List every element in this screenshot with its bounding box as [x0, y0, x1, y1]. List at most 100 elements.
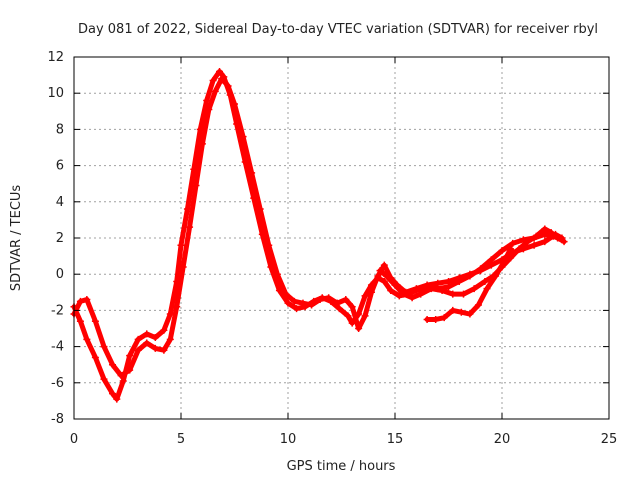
- data-point-marker: [91, 317, 99, 325]
- data-point-marker: [470, 285, 478, 293]
- data-point-marker: [382, 272, 390, 280]
- data-point-marker: [299, 299, 307, 307]
- y-tick-label: 0: [56, 267, 64, 282]
- data-point-marker: [179, 263, 187, 271]
- data-point-marker: [457, 308, 465, 316]
- data-point-marker: [248, 169, 256, 177]
- data-point-marker: [231, 100, 238, 108]
- data-point-marker: [515, 245, 523, 253]
- series-trace-3: [376, 225, 568, 302]
- data-point-marker: [113, 395, 121, 403]
- data-point-marker: [126, 366, 134, 374]
- data-point-marker: [293, 305, 301, 313]
- x-tick-label: 25: [601, 432, 618, 447]
- data-point-marker: [76, 317, 84, 325]
- x-tick-label: 0: [70, 432, 78, 447]
- data-point-marker: [308, 301, 316, 309]
- data-point-marker: [459, 290, 467, 298]
- y-tick-label: 6: [56, 159, 64, 174]
- data-point-marker: [507, 245, 515, 253]
- data-point-marker: [160, 346, 168, 354]
- data-point-marker: [391, 281, 399, 289]
- x-tick-label: 10: [280, 432, 297, 447]
- data-point-marker: [445, 277, 452, 285]
- data-point-marker: [380, 261, 388, 269]
- data-point-marker: [483, 285, 491, 293]
- data-point-marker: [367, 288, 375, 296]
- data-point-marker: [83, 335, 91, 343]
- data-point-marker: [547, 229, 555, 237]
- data-point-marker: [192, 182, 200, 190]
- x-tick-label: 15: [387, 432, 404, 447]
- data-point-marker: [554, 234, 562, 242]
- data-point-marker: [498, 247, 506, 255]
- axis-ticks: 0 5 10 15 20 25 -8 -6 -4 -2 0 2 4 6 8 10 12: [47, 50, 617, 447]
- data-point-marker: [348, 303, 356, 311]
- data-point-marker: [166, 310, 174, 318]
- data-point-marker: [109, 390, 117, 398]
- data-point-marker: [423, 281, 431, 289]
- data-point-marker: [126, 352, 134, 360]
- data-point-marker: [198, 140, 206, 148]
- data-point-marker: [532, 232, 540, 240]
- data-point-marker: [423, 315, 431, 323]
- data-point-marker: [395, 292, 403, 300]
- y-tick-label: 8: [56, 122, 64, 137]
- data-point-marker: [282, 290, 290, 298]
- data-point-marker: [524, 238, 532, 246]
- y-tick-label: 2: [56, 231, 64, 246]
- data-point-marker: [400, 290, 408, 298]
- data-point-marker: [273, 270, 281, 278]
- data-point-marker: [203, 96, 211, 104]
- data-point-marker: [216, 67, 224, 75]
- data-point-marker: [474, 301, 482, 309]
- data-point-marker: [344, 312, 352, 320]
- data-point-marker: [166, 335, 174, 343]
- data-point-marker: [265, 241, 273, 249]
- y-tick-label: -6: [51, 376, 64, 391]
- data-point-marker: [205, 105, 213, 113]
- data-point-marker: [466, 270, 474, 278]
- data-point-marker: [342, 296, 350, 304]
- data-point-marker: [380, 277, 388, 285]
- data-point-marker: [134, 346, 142, 354]
- y-tick-label: -2: [51, 303, 64, 318]
- y-tick-label: -8: [51, 412, 64, 427]
- data-point-marker: [530, 241, 538, 249]
- x-tick-label: 20: [494, 432, 511, 447]
- data-point-marker: [290, 297, 298, 305]
- y-axis-label: SDTVAR / TECUs: [9, 185, 24, 292]
- data-point-marker: [211, 87, 219, 95]
- y-tick-label: 4: [56, 195, 64, 210]
- data-point-marker: [492, 272, 500, 280]
- data-point-marker: [374, 272, 382, 280]
- y-tick-label: 10: [47, 86, 64, 101]
- data-point-marker: [316, 296, 324, 304]
- data-point-marker: [91, 353, 99, 361]
- data-point-marker: [417, 290, 425, 298]
- data-point-marker: [224, 82, 232, 90]
- data-point-marker: [160, 326, 168, 334]
- data-point-marker: [509, 239, 517, 247]
- data-point-marker: [333, 299, 341, 307]
- data-point-marker: [183, 205, 191, 213]
- data-point-marker: [449, 290, 457, 298]
- data-point-marker: [325, 294, 333, 302]
- data-point-marker: [355, 325, 363, 332]
- data-point-marker: [455, 274, 463, 282]
- data-point-marker: [177, 241, 185, 249]
- data-point-marker: [151, 344, 159, 352]
- data-point-marker: [361, 312, 369, 320]
- data-point-marker: [109, 361, 117, 369]
- data-point-marker: [432, 315, 440, 323]
- data-point-marker: [440, 314, 448, 322]
- data-point-marker: [427, 285, 435, 293]
- x-tick-label: 5: [177, 432, 185, 447]
- data-point-marker: [134, 335, 142, 343]
- data-point-marker: [408, 294, 416, 302]
- data-point-marker: [239, 133, 247, 141]
- data-point-marker: [119, 377, 127, 385]
- data-point-marker: [117, 372, 125, 380]
- data-point-marker: [143, 330, 151, 338]
